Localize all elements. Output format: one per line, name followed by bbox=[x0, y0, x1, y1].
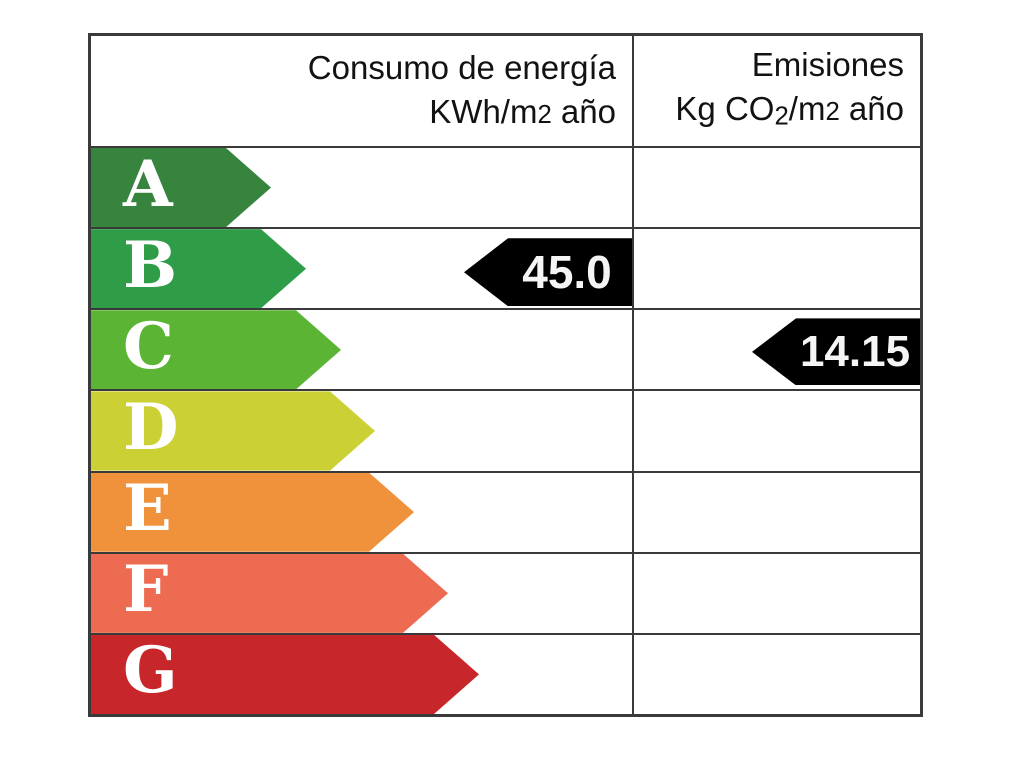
emissions-header-line2: Kg CO2/m2 año bbox=[675, 90, 904, 131]
consumption-column-header: Consumo de energía KWh/m2 año bbox=[91, 36, 634, 146]
rating-row-g-consumption-cell: G bbox=[91, 634, 634, 714]
rating-letter-e: E bbox=[123, 471, 172, 547]
table-header: Consumo de energía KWh/m2 año Emisiones … bbox=[91, 36, 920, 148]
emissions-header-line1: Emisiones bbox=[751, 46, 904, 84]
rating-row-b: B 45.0 bbox=[91, 229, 920, 311]
rating-row-a: A bbox=[91, 148, 920, 230]
consumption-header-line1: Consumo de energía bbox=[307, 48, 616, 86]
rating-row-b-consumption-cell: B 45.0 bbox=[91, 229, 634, 309]
rating-row-e-emissions-cell bbox=[634, 473, 920, 552]
rating-letter-g: G bbox=[123, 633, 178, 709]
rating-bar-b: B bbox=[91, 229, 306, 308]
rating-bar-e: E bbox=[91, 473, 414, 552]
rating-row-g-emissions-cell bbox=[634, 635, 920, 714]
rating-table: Consumo de energía KWh/m2 año Emisiones … bbox=[88, 33, 923, 717]
rating-row-g: G bbox=[91, 634, 920, 714]
rating-row-f: F bbox=[91, 553, 920, 635]
rating-row-d: D bbox=[91, 391, 920, 473]
consumption-value: 45.0 bbox=[522, 246, 612, 299]
rating-row-a-consumption-cell: A bbox=[91, 148, 634, 228]
emissions-value: 14.15 bbox=[799, 326, 911, 376]
emissions-value-arrow: 14.15 bbox=[752, 318, 920, 386]
rating-letter-c: C bbox=[123, 308, 174, 384]
rating-bar-f: F bbox=[91, 554, 448, 633]
rating-row-a-emissions-cell bbox=[634, 148, 920, 227]
rating-bar-a: A bbox=[91, 148, 271, 227]
rating-row-c: C 14.15 bbox=[91, 310, 920, 392]
rating-row-e: E bbox=[91, 472, 920, 554]
rating-row-e-consumption-cell: E bbox=[91, 472, 634, 552]
rating-row-d-consumption-cell: D bbox=[91, 391, 634, 471]
rating-bar-d: D bbox=[91, 391, 375, 470]
rating-letter-d: D bbox=[123, 389, 179, 465]
rating-letter-b: B bbox=[123, 227, 178, 303]
rating-row-c-emissions-cell: 14.15 bbox=[634, 310, 920, 389]
rating-letter-f: F bbox=[123, 552, 169, 628]
rating-row-c-consumption-cell: C bbox=[91, 310, 634, 390]
emissions-column-header: Emisiones Kg CO2/m2 año bbox=[634, 36, 920, 146]
rating-letter-a: A bbox=[123, 146, 173, 222]
rating-bar-g: G bbox=[91, 635, 479, 714]
rating-row-d-emissions-cell bbox=[634, 391, 920, 470]
consumption-header-line2: KWh/m2 año bbox=[429, 92, 616, 130]
rating-bar-c: C bbox=[91, 310, 341, 389]
consumption-value-arrow: 45.0 bbox=[464, 238, 632, 307]
rating-row-b-emissions-cell bbox=[634, 229, 920, 308]
rating-row-f-emissions-cell bbox=[634, 554, 920, 633]
rating-row-f-consumption-cell: F bbox=[91, 553, 634, 633]
